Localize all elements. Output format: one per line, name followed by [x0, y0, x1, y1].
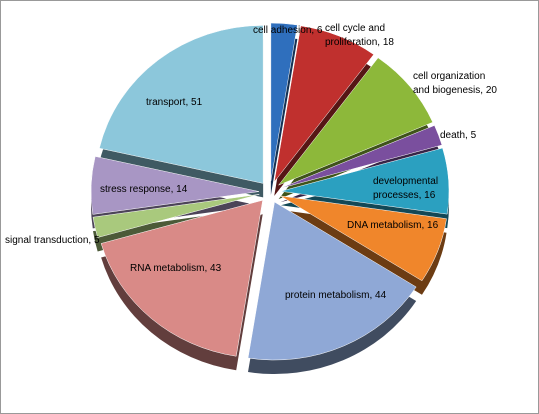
slice-label: developmental processes [373, 176, 438, 201]
slice [100, 199, 264, 357]
slice [280, 125, 443, 189]
slice-label: cell organization and biogenesis [413, 71, 485, 96]
label-line: proliferation [325, 37, 377, 48]
slice-label: DNA metabolism [347, 220, 421, 231]
slice [92, 194, 260, 238]
slice-label: signal transduction [5, 235, 88, 246]
slice-label: protein metabolism [285, 290, 369, 301]
value-label: , 51 [185, 97, 202, 108]
slice [277, 57, 434, 186]
value-label: , 18 [377, 37, 394, 48]
label-line: and biogenesis [413, 85, 480, 96]
slice-label: RNA metabolism [130, 263, 204, 274]
slice [270, 22, 298, 182]
value-label: , 16 [421, 220, 438, 231]
value-label: , 14 [171, 184, 188, 195]
value-label: , 5 [465, 130, 477, 141]
value-label: , 6 [311, 25, 323, 36]
label-line: developmental [373, 176, 438, 187]
value-label: , 20 [480, 85, 497, 96]
value-label: , 5 [88, 235, 100, 246]
slice [280, 147, 450, 215]
slice [99, 25, 264, 184]
labels: cell adhesion, 6 cell cycle and proliferat… [5, 23, 497, 301]
slice [280, 195, 447, 282]
slice [247, 201, 417, 361]
slice [90, 156, 260, 215]
value-label: , 16 [419, 190, 436, 201]
label-line: processes [373, 190, 419, 201]
label-line: cell cycle and [325, 23, 385, 34]
slice [273, 25, 375, 183]
slice-label: cell adhesion [253, 25, 311, 36]
slice-label: stress response [100, 184, 171, 195]
label-line: cell organization [413, 71, 485, 82]
value-label: , 43 [204, 263, 221, 274]
value-label: , 44 [369, 290, 386, 301]
slice-label: death [440, 130, 465, 141]
slice-label: transport [146, 97, 186, 108]
pie-tops [90, 22, 450, 361]
slice-label: cell cycle and proliferation [325, 23, 385, 48]
